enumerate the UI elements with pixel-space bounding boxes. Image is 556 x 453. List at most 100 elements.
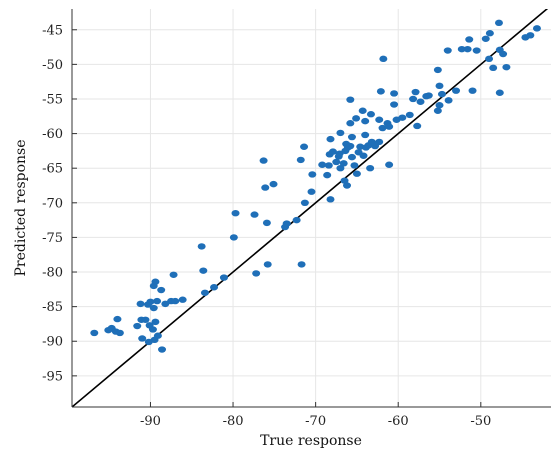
data-point — [153, 332, 162, 339]
data-point — [336, 165, 345, 172]
data-point — [390, 90, 399, 97]
data-point — [485, 30, 494, 37]
data-point — [346, 96, 355, 103]
data-point — [323, 171, 332, 179]
data-point — [115, 329, 124, 337]
data-point — [411, 88, 420, 96]
data-point — [452, 87, 461, 94]
data-point — [433, 66, 442, 74]
data-point — [336, 129, 345, 137]
x-tick-label: -50 — [470, 414, 491, 429]
data-point — [385, 161, 394, 168]
data-point — [113, 315, 122, 323]
data-point — [200, 289, 209, 296]
data-point — [376, 88, 385, 95]
data-point — [502, 63, 511, 71]
data-point — [347, 133, 356, 141]
data-point — [532, 25, 541, 32]
data-point — [343, 182, 352, 189]
x-axis-label: True response — [260, 433, 362, 449]
data-point — [468, 87, 477, 94]
y-tick-label: -50 — [42, 58, 63, 73]
data-point — [409, 95, 418, 103]
data-point — [307, 188, 316, 195]
y-tick-label: -70 — [42, 196, 63, 211]
data-point — [296, 156, 305, 164]
data-point — [350, 162, 359, 169]
x-axis-ticks: -90 -80 -70 -60 -50 — [140, 402, 491, 429]
data-point — [495, 89, 504, 96]
data-point — [146, 298, 155, 305]
data-point — [366, 165, 375, 172]
data-point — [231, 209, 240, 217]
data-point — [326, 196, 335, 203]
data-point — [366, 111, 375, 118]
data-point — [210, 284, 219, 291]
data-point — [390, 101, 399, 108]
y-tick-label: -90 — [42, 335, 63, 350]
data-point — [300, 143, 309, 150]
data-point — [339, 160, 348, 167]
data-point — [282, 220, 291, 227]
x-tick-label: -70 — [305, 414, 326, 429]
data-point — [398, 114, 407, 121]
data-point — [444, 97, 453, 104]
data-point — [297, 261, 306, 268]
data-point — [324, 162, 333, 169]
data-point — [416, 98, 425, 105]
data-point — [422, 93, 431, 100]
data-point — [262, 219, 271, 227]
data-point — [437, 90, 446, 98]
y-tick-label: -75 — [42, 231, 63, 246]
data-point — [149, 304, 158, 312]
data-point — [413, 122, 422, 130]
data-point — [141, 316, 150, 323]
x-tick-label: -80 — [223, 414, 244, 429]
data-point — [385, 123, 394, 130]
data-point — [435, 102, 444, 109]
data-point — [250, 211, 259, 218]
data-point — [378, 124, 387, 132]
data-point — [158, 346, 167, 353]
data-points — [90, 19, 541, 353]
y-axis-label: Predicted response — [13, 139, 29, 276]
y-tick-label: -65 — [42, 162, 63, 177]
data-point — [443, 47, 452, 54]
data-point — [481, 35, 490, 42]
y-tick-label: -45 — [42, 23, 63, 38]
data-point — [151, 318, 160, 326]
data-point — [346, 120, 355, 127]
data-point — [197, 243, 206, 250]
data-point — [361, 131, 370, 139]
data-point — [136, 300, 145, 308]
data-point — [300, 199, 309, 207]
data-point — [259, 157, 268, 164]
y-tick-label: -95 — [42, 369, 63, 384]
data-point — [494, 19, 503, 27]
data-point — [342, 140, 351, 148]
data-point — [144, 338, 153, 346]
data-point — [157, 286, 166, 294]
data-point — [90, 329, 99, 337]
data-point — [263, 261, 272, 268]
data-point — [359, 152, 368, 159]
data-point — [138, 335, 147, 342]
data-point — [361, 117, 370, 125]
data-point — [433, 107, 442, 114]
data-point — [326, 135, 335, 143]
data-point — [347, 153, 356, 161]
data-point — [375, 138, 384, 146]
data-point — [463, 45, 472, 53]
y-tick-label: -85 — [42, 300, 63, 315]
y-tick-label: -55 — [42, 92, 63, 107]
data-point — [405, 111, 414, 119]
data-point — [332, 158, 341, 166]
data-point — [435, 82, 444, 90]
data-point — [457, 45, 466, 53]
y-tick-label: -60 — [42, 127, 63, 142]
data-point — [352, 170, 361, 177]
data-point — [171, 297, 180, 305]
data-point — [352, 115, 361, 122]
data-point — [161, 300, 170, 308]
